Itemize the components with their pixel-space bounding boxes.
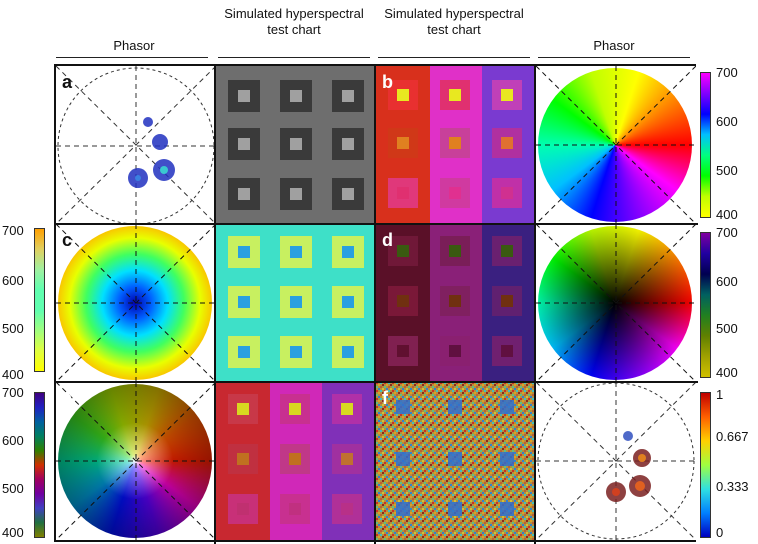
panel-phasor-hue-wheel — [536, 66, 696, 224]
grid-divider — [214, 66, 216, 544]
colorbar-tick: 700 — [2, 223, 24, 238]
header-underline — [378, 57, 530, 58]
cluster — [143, 117, 153, 127]
header-phasor-left: Phasor — [113, 38, 155, 53]
test-chart-color-e — [216, 382, 376, 540]
panel-c-phasor-radial: c — [56, 224, 216, 382]
colorbar-tick: 400 — [2, 525, 24, 540]
header-underline — [218, 57, 370, 58]
grid-divider — [374, 66, 376, 544]
grid-divider — [56, 381, 698, 383]
panel-label-e: e — [62, 388, 73, 408]
panel-label-c: c — [62, 230, 73, 250]
phasor-axes — [56, 224, 216, 382]
noise-chart-f — [376, 382, 536, 540]
test-chart-cyan — [228, 236, 364, 368]
grid-divider — [56, 223, 698, 225]
colorbar-tick: 600 — [2, 273, 24, 288]
figure-grid: a — [54, 64, 698, 544]
colorbar-intensity-bottom-right — [700, 392, 711, 538]
header-test-chart-2: Simulated hyperspectral test chart — [384, 6, 524, 37]
colorbar-tick: 500 — [716, 321, 738, 336]
panel-label-f: f — [382, 388, 388, 408]
colorbar-tick: 700 — [716, 225, 738, 240]
panel-test-chart-color-2 — [216, 382, 376, 540]
colorbar-tick: 1 — [716, 387, 724, 402]
colorbar-tick: 600 — [2, 433, 24, 448]
header-underline — [56, 57, 208, 58]
colorbar-tick: 500 — [2, 481, 24, 496]
colorbar-tick: 0.333 — [716, 479, 749, 494]
panel-b-test-chart-color: b — [376, 66, 536, 224]
panel-label-b: b — [382, 72, 393, 92]
panel-d-test-chart-dark: d — [376, 224, 536, 382]
panel-phasor-hue-dark-center — [536, 224, 696, 382]
header-phasor-right: Phasor — [593, 38, 635, 53]
panel-label-d: d — [382, 230, 393, 250]
colorbar-wavelength-top-right — [700, 72, 711, 218]
colorbar-tick: 400 — [716, 365, 738, 380]
panel-phasor-clusters — [536, 382, 696, 540]
colorbar-tick: 600 — [716, 274, 738, 289]
colorbar-tick: 500 — [716, 163, 738, 178]
cluster — [152, 134, 168, 150]
test-chart-gray — [228, 80, 364, 210]
colorbar-tick: 0.667 — [716, 429, 749, 444]
colorbar-tick: 500 — [2, 321, 24, 336]
colorbar-tick: 400 — [716, 207, 738, 222]
phasor-axes — [536, 66, 696, 224]
colorbar-tick: 0 — [716, 525, 724, 540]
header-test-chart-1: Simulated hyperspectral test chart — [224, 6, 364, 37]
colorbar-tick: 700 — [716, 65, 738, 80]
colorbar-wavelength-mid-left — [34, 228, 45, 372]
panel-e-phasor-dark-wheel: e — [56, 382, 216, 540]
panel-a-phasor: a — [56, 66, 216, 224]
test-chart-color-b — [376, 66, 536, 224]
grid-divider — [534, 66, 536, 544]
phasor-axes — [536, 224, 696, 382]
phasor-axes — [56, 382, 216, 540]
panel-f-noise-chart: f — [376, 382, 536, 540]
colorbar-wavelength-mid-right — [700, 232, 711, 378]
phasor-plot-clusters — [536, 382, 696, 540]
colorbar-wavelength-bottom-left — [34, 392, 45, 538]
test-chart-dark-d — [376, 224, 536, 382]
panel-test-chart-gray — [216, 66, 376, 224]
cluster — [623, 431, 633, 441]
colorbar-tick: 400 — [2, 367, 24, 382]
phasor-plot-a — [56, 66, 216, 224]
panel-test-chart-cyan — [216, 224, 376, 382]
colorbar-tick: 700 — [2, 385, 24, 400]
colorbar-tick: 600 — [716, 114, 738, 129]
panel-label-a: a — [62, 72, 73, 92]
header-underline — [538, 57, 690, 58]
